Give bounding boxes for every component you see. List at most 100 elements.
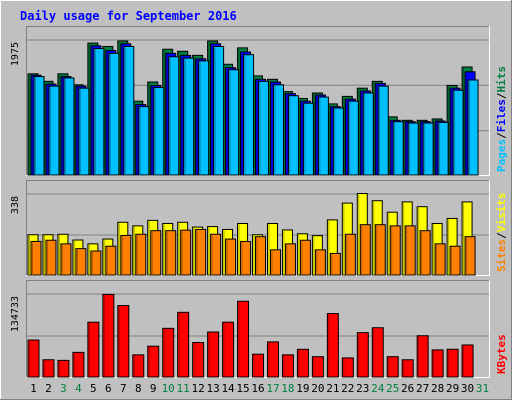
- x-tick-label-21: 21: [326, 382, 339, 395]
- bar-sites-28: [434, 243, 446, 276]
- bar-sites-14: [225, 238, 237, 276]
- x-tick-label-23: 23: [356, 382, 369, 395]
- bar-pages-22: [347, 100, 359, 176]
- bar-sites-7: [120, 234, 132, 276]
- bar-pages-26: [407, 122, 419, 176]
- bar-pages-23: [362, 92, 374, 176]
- bar-sites-9: [150, 230, 162, 276]
- bar-pages-21: [332, 107, 344, 176]
- bar-pages-24: [377, 85, 389, 176]
- bar-sites-21: [329, 252, 341, 276]
- x-tick-label-3: 3: [60, 382, 67, 395]
- bar-kbytes-27: [416, 335, 429, 378]
- bar-sites-2: [45, 239, 57, 276]
- bar-pages-10: [168, 56, 180, 176]
- x-tick-label-22: 22: [341, 382, 354, 395]
- x-tick-label-20: 20: [311, 382, 324, 395]
- bar-kbytes-16: [252, 353, 265, 378]
- bar-pages-12: [198, 60, 210, 176]
- side-legend-visits-sites: Sites/Visits: [495, 193, 508, 273]
- bar-kbytes-22: [341, 357, 354, 378]
- bar-pages-19: [302, 102, 314, 176]
- legend-label: Hits: [495, 66, 508, 93]
- bar-sites-27: [419, 230, 431, 276]
- x-tick-label-16: 16: [251, 382, 264, 395]
- bar-kbytes-9: [147, 345, 160, 378]
- bar-sites-3: [60, 243, 72, 276]
- x-tick-label-26: 26: [401, 382, 414, 395]
- bar-pages-14: [228, 69, 240, 176]
- bar-pages-1: [33, 76, 45, 176]
- x-tick-label-5: 5: [90, 382, 97, 395]
- x-axis-labels: 1 2 3 4 5 6 7 8 9 10 11 12 13 14 15 16 17 18 19 20 21 22 23 24 2…: [30, 382, 489, 395]
- y-max-label: 338: [10, 196, 21, 214]
- bar-kbytes-14: [222, 321, 235, 378]
- legend-label: /: [495, 232, 508, 239]
- bar-pages-2: [48, 85, 60, 176]
- x-tick-label-18: 18: [281, 382, 294, 395]
- legend-label: /: [495, 92, 508, 99]
- x-tick-label-7: 7: [120, 382, 127, 395]
- y-max-label: 134733: [10, 296, 21, 332]
- bar-kbytes-10: [162, 327, 175, 378]
- bar-kbytes-6: [102, 293, 115, 378]
- x-tick-label-1: 1: [30, 382, 37, 395]
- bar-sites-24: [374, 224, 386, 276]
- bar-pages-15: [243, 54, 255, 176]
- bar-sites-15: [240, 240, 252, 276]
- bar-pages-16: [258, 80, 270, 176]
- bar-kbytes-7: [117, 305, 130, 378]
- bar-pages-3: [63, 77, 75, 176]
- x-tick-label-31: 31: [476, 382, 489, 395]
- bar-kbytes-13: [207, 331, 220, 378]
- bar-kbytes-3: [57, 359, 70, 378]
- legend-label: Visits: [495, 193, 508, 233]
- bar-sites-30: [464, 236, 476, 276]
- bar-sites-26: [404, 225, 416, 276]
- bar-sites-5: [90, 250, 102, 276]
- x-tick-label-30: 30: [461, 382, 474, 395]
- bar-pages-7: [123, 45, 135, 176]
- x-tick-label-17: 17: [266, 382, 279, 395]
- bar-sites-8: [135, 233, 147, 276]
- bar-sites-17: [269, 249, 281, 276]
- x-tick-label-2: 2: [45, 382, 52, 395]
- series-kbytes: [27, 293, 474, 378]
- bar-sites-29: [449, 245, 461, 276]
- bar-kbytes-17: [266, 341, 279, 378]
- bar-sites-25: [389, 225, 401, 276]
- x-tick-label-14: 14: [221, 382, 235, 395]
- x-tick-label-9: 9: [150, 382, 157, 395]
- bar-pages-8: [138, 106, 150, 176]
- x-tick-label-15: 15: [236, 382, 249, 395]
- bar-kbytes-29: [446, 348, 459, 378]
- bar-sites-23: [359, 224, 371, 276]
- bar-kbytes-8: [132, 354, 145, 378]
- x-tick-label-29: 29: [446, 382, 459, 395]
- x-tick-label-11: 11: [177, 382, 190, 395]
- x-tick-label-19: 19: [296, 382, 309, 395]
- bar-kbytes-12: [192, 342, 205, 378]
- bar-kbytes-30: [461, 344, 474, 378]
- bar-pages-5: [93, 48, 105, 176]
- bar-pages-4: [78, 87, 90, 176]
- panel-kbytes: 134733 KBytes: [10, 280, 508, 378]
- bar-kbytes-21: [326, 313, 339, 378]
- bar-pages-25: [392, 121, 404, 176]
- legend-label: Files: [495, 99, 508, 132]
- bar-kbytes-1: [27, 339, 40, 378]
- bar-pages-28: [437, 121, 449, 176]
- bar-sites-19: [299, 239, 311, 276]
- x-tick-label-27: 27: [416, 382, 429, 395]
- bar-pages-9: [153, 87, 165, 176]
- legend-label: KBytes: [495, 334, 508, 374]
- bar-kbytes-18: [281, 354, 294, 378]
- x-tick-label-4: 4: [75, 382, 82, 395]
- bar-sites-1: [30, 240, 42, 276]
- series-pages: [33, 45, 479, 176]
- bar-kbytes-2: [42, 359, 55, 378]
- bar-kbytes-25: [386, 356, 399, 378]
